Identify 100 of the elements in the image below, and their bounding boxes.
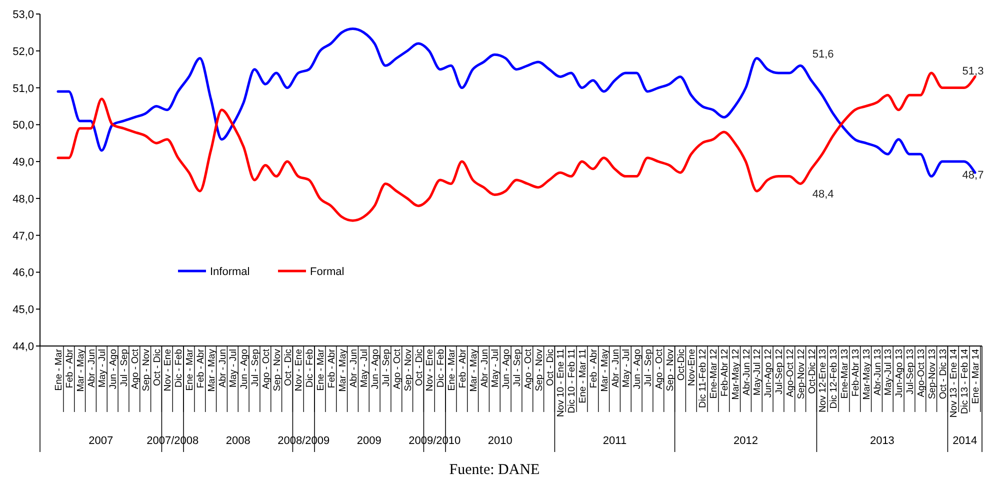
y-tick-label: 47,0	[12, 230, 34, 242]
x-tick-label: May-Jul 12	[752, 349, 764, 396]
y-tick-label: 44,0	[12, 341, 34, 353]
x-tick-label: Jul-Sep 13	[905, 349, 916, 394]
text: 2009	[356, 435, 382, 447]
x-tick-label: Sep - Nov	[664, 348, 676, 392]
x-tick-label: Jun - Ago	[632, 349, 644, 390]
x-tick-label: May - Jul	[490, 349, 502, 388]
x-tick-label: Abr - Jun	[217, 349, 228, 388]
x-tick-label: Oct - Dic	[282, 348, 294, 386]
x-tick-label: Ene - Mar	[316, 349, 326, 391]
x-tick-label: Oct-Dic 12	[806, 349, 818, 394]
x-tick-label: Dic - Feb	[436, 349, 447, 388]
legend-label: Formal	[310, 266, 344, 278]
x-tick-label: Nov - Ene	[162, 349, 174, 392]
x-tick-label: Jun - Ago	[239, 349, 250, 390]
x-tick-label: Ene-Mar 12	[708, 349, 720, 399]
x-tick-label: Ago - Oct	[260, 348, 272, 390]
x-tick-label: May-Jul 13	[883, 349, 894, 396]
x-tick-label: Nov 13 - Ene 14	[948, 349, 960, 418]
x-tick-label: Mar - May	[599, 348, 610, 392]
x-tick-label: Abr - Jun	[479, 349, 490, 388]
source-note: Fuente: DANE	[449, 462, 540, 478]
x-tick-label: Jun-Ago 13	[894, 349, 906, 398]
y-tick-label: 52,0	[12, 46, 34, 58]
y-tick-label: 48,0	[12, 193, 34, 206]
text: 2007	[88, 435, 114, 447]
x-tick-label: Oct - Dic	[152, 348, 163, 386]
x-tick-label: Feb-Abr 12	[719, 349, 730, 397]
x-tick-label: Mar - May	[206, 348, 218, 392]
x-tick-label: Dic 11-Feb 12	[698, 349, 709, 408]
x-tick-label: Mar-May 13	[861, 349, 872, 400]
x-tick-label: Ago-Oct 12	[784, 349, 796, 398]
data-label: 51,6	[812, 48, 834, 61]
x-tick-label: Mar - May	[337, 348, 348, 392]
text: 2008	[226, 435, 250, 447]
x-tick-label: Jun - Ago	[370, 349, 382, 390]
x-tick-label: May - Jul	[359, 349, 370, 388]
x-tick-label: May - Jul	[621, 349, 632, 388]
x-tick-label: Ago - Oct	[392, 348, 403, 390]
data-label: 51,3	[962, 66, 984, 78]
x-tick-label: Jun-Ago 12	[763, 349, 774, 398]
text: 2014	[952, 435, 978, 447]
x-tick-label: Jul - Sep	[512, 349, 523, 386]
x-tick-label: Feb - Abr	[588, 349, 600, 388]
data-label: 48,4	[812, 188, 834, 201]
x-tick-label: Feb-Abr 13	[850, 349, 862, 397]
x-tick-label: Nov - Ene	[294, 349, 305, 392]
x-tick-label: Abr - Jun	[86, 349, 98, 388]
x-tick-label: Dic - Feb	[304, 349, 316, 388]
x-tick-label: Ago-Oct 13	[916, 349, 927, 398]
y-tick-label: 53,0	[12, 9, 34, 21]
text: 2010	[488, 435, 512, 447]
x-tick-label: Jul - Sep	[119, 349, 130, 386]
x-tick-label: Sep - Nov	[534, 348, 545, 392]
x-tick-label: Feb - Abr	[64, 349, 76, 388]
x-tick-label: Sep - Nov	[272, 348, 283, 392]
x-tick-label: Ene - Mar 14	[970, 349, 982, 404]
x-tick-label: Nov 10 - Ene 11	[556, 349, 567, 417]
legend-label: Informal	[210, 266, 250, 278]
x-tick-label: Ene - Mar	[184, 349, 196, 391]
y-tick-label: 49,0	[12, 156, 34, 169]
x-tick-label: Jun - Ago	[108, 349, 120, 390]
x-tick-label: Mar - May	[75, 348, 86, 392]
x-tick-label: Jun - Ago	[501, 349, 512, 390]
x-tick-label: Oct - Dic	[414, 348, 425, 386]
x-tick-label: Dic - Feb	[174, 349, 185, 388]
x-tick-label: Nov - Ene	[424, 349, 436, 392]
text: 2012	[734, 435, 758, 447]
x-tick-label: Ago - Oct	[130, 348, 141, 390]
x-tick-label: Dic 12-Feb 13	[828, 349, 840, 409]
x-tick-label: Feb - Abr	[457, 349, 468, 388]
x-tick-label: Abr - Jun	[610, 349, 622, 388]
x-tick-label: Oct - Dic	[544, 348, 556, 386]
x-tick-label: Dic 13 - Feb 14	[960, 349, 971, 414]
x-tick-label: Feb - Abr	[195, 349, 206, 388]
x-tick-label: Ene - Mar	[446, 349, 458, 391]
y-tick-label: 45,0	[12, 304, 34, 316]
x-tick-label: May - Jul	[228, 349, 240, 388]
x-tick-label: Abr-Jun 12	[741, 349, 752, 396]
x-tick-label: Sep - Nov	[402, 348, 414, 392]
x-tick-label: Ago - Oct	[522, 348, 534, 390]
x-tick-label: Ene-Mar 13	[840, 349, 850, 399]
x-tick-label: Feb - Abr	[326, 349, 338, 388]
y-tick-label: 51,0	[12, 82, 34, 95]
x-tick-label: Mar - May	[468, 348, 480, 392]
x-tick-label: Oct - Dic 13	[938, 349, 949, 400]
y-tick-label: 46,0	[12, 267, 34, 280]
x-tick-label: Jul-Sep 12	[774, 349, 785, 394]
x-tick-label: Sep-Nov 13	[926, 349, 938, 400]
y-tick-label: 50,0	[12, 120, 34, 132]
text: 2013	[870, 435, 894, 447]
x-tick-label: Sep - Nov	[140, 348, 152, 392]
x-tick-label: Abr-Jun 13	[872, 349, 884, 396]
data-label: 48,7	[962, 170, 984, 182]
x-tick-label: May - Jul	[97, 349, 108, 388]
x-tick-label: Sep-Nov 12	[796, 349, 807, 400]
x-tick-label: Dic 10 - Feb 11	[566, 349, 578, 414]
x-tick-label: Jul - Sep	[643, 349, 654, 386]
x-tick-label: Nov-Ene	[686, 349, 698, 386]
